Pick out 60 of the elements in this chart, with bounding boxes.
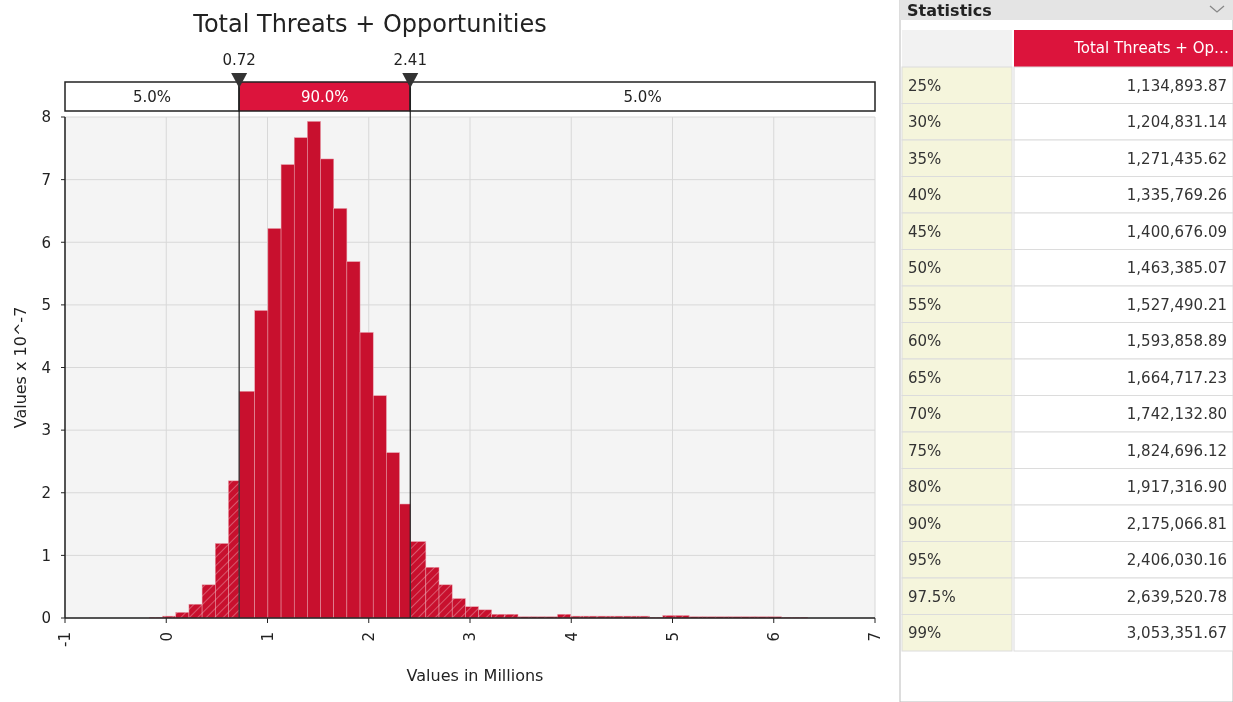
x-tick-label: 1 xyxy=(258,632,277,642)
y-tick-label: 3 xyxy=(41,421,51,440)
category-label: 97.5% xyxy=(908,587,956,606)
y-tick-label: 0 xyxy=(41,609,51,628)
x-axis-title: Values in Millions xyxy=(406,666,544,685)
category-label: 40% xyxy=(908,186,942,204)
category-label: 55% xyxy=(908,295,942,314)
x-tick-label: 5 xyxy=(663,632,682,642)
x-tick-label: 0 xyxy=(157,632,176,642)
y-tick-label: 7 xyxy=(41,170,51,189)
category-label: 95% xyxy=(908,551,942,569)
ref-line-label: 2.41 xyxy=(393,51,427,70)
chart-title: Total Threats + Opportunities xyxy=(192,10,547,38)
text: 1,742,132.80 xyxy=(1126,405,1227,423)
x-tick-label: -1 xyxy=(56,632,75,647)
y-tick-label: 5 xyxy=(41,296,51,315)
text: 3,053,351.67 xyxy=(1126,624,1227,642)
category-label: 60% xyxy=(908,332,942,350)
text: 1,134,893.87 xyxy=(1126,76,1227,95)
text: 5.0% xyxy=(133,88,172,107)
text: 1,527,490.21 xyxy=(1126,295,1227,314)
text: 1,463,385.07 xyxy=(1126,259,1227,277)
x-tick-label: 7 xyxy=(866,632,885,642)
category-label: 70% xyxy=(908,405,942,423)
category-label: 90% xyxy=(908,514,942,533)
text: 1,400,676.09 xyxy=(1126,222,1227,241)
text: Statistics xyxy=(907,0,992,20)
category-label: 45% xyxy=(908,222,942,241)
x-tick-label: 2 xyxy=(360,632,378,642)
category-label: 65% xyxy=(908,368,942,387)
text: 1,593,858.89 xyxy=(1126,332,1227,350)
text: 1,664,717.23 xyxy=(1126,368,1227,387)
category-label: 99% xyxy=(908,624,942,642)
y-tick-label: 8 xyxy=(41,108,51,127)
y-axis-title: Values x 10^-7 xyxy=(11,306,30,429)
text: 2,406,030.16 xyxy=(1126,551,1227,569)
category-label: 80% xyxy=(908,478,942,496)
y-tick-label: 2 xyxy=(41,484,51,502)
text: 1,917,316.90 xyxy=(1126,478,1227,496)
text: 2,175,066.81 xyxy=(1126,514,1227,533)
text: 1,271,435.62 xyxy=(1126,149,1227,168)
text: 5.0% xyxy=(623,88,662,107)
category-label: 35% xyxy=(908,149,942,168)
category-label: 25% xyxy=(908,76,942,95)
text: Total Threats + Op… xyxy=(1073,39,1229,58)
text: 90.0% xyxy=(300,88,349,107)
category-label: 50% xyxy=(908,259,942,277)
y-tick-label: 1 xyxy=(41,546,51,565)
category-label: 30% xyxy=(908,113,942,131)
x-tick-label: 4 xyxy=(562,632,581,642)
text: 1,335,769.26 xyxy=(1126,186,1227,204)
text: 1,204,831.14 xyxy=(1126,113,1227,131)
y-tick-label: 6 xyxy=(41,233,51,252)
text: 2,639,520.78 xyxy=(1126,587,1227,606)
x-tick-label: 3 xyxy=(461,632,480,642)
x-tick-label: 6 xyxy=(765,632,783,642)
category-label: 75% xyxy=(908,441,942,460)
y-tick-label: 4 xyxy=(41,358,51,377)
ref-line-label: 0.72 xyxy=(222,51,256,70)
text: 1,824,696.12 xyxy=(1126,441,1227,460)
